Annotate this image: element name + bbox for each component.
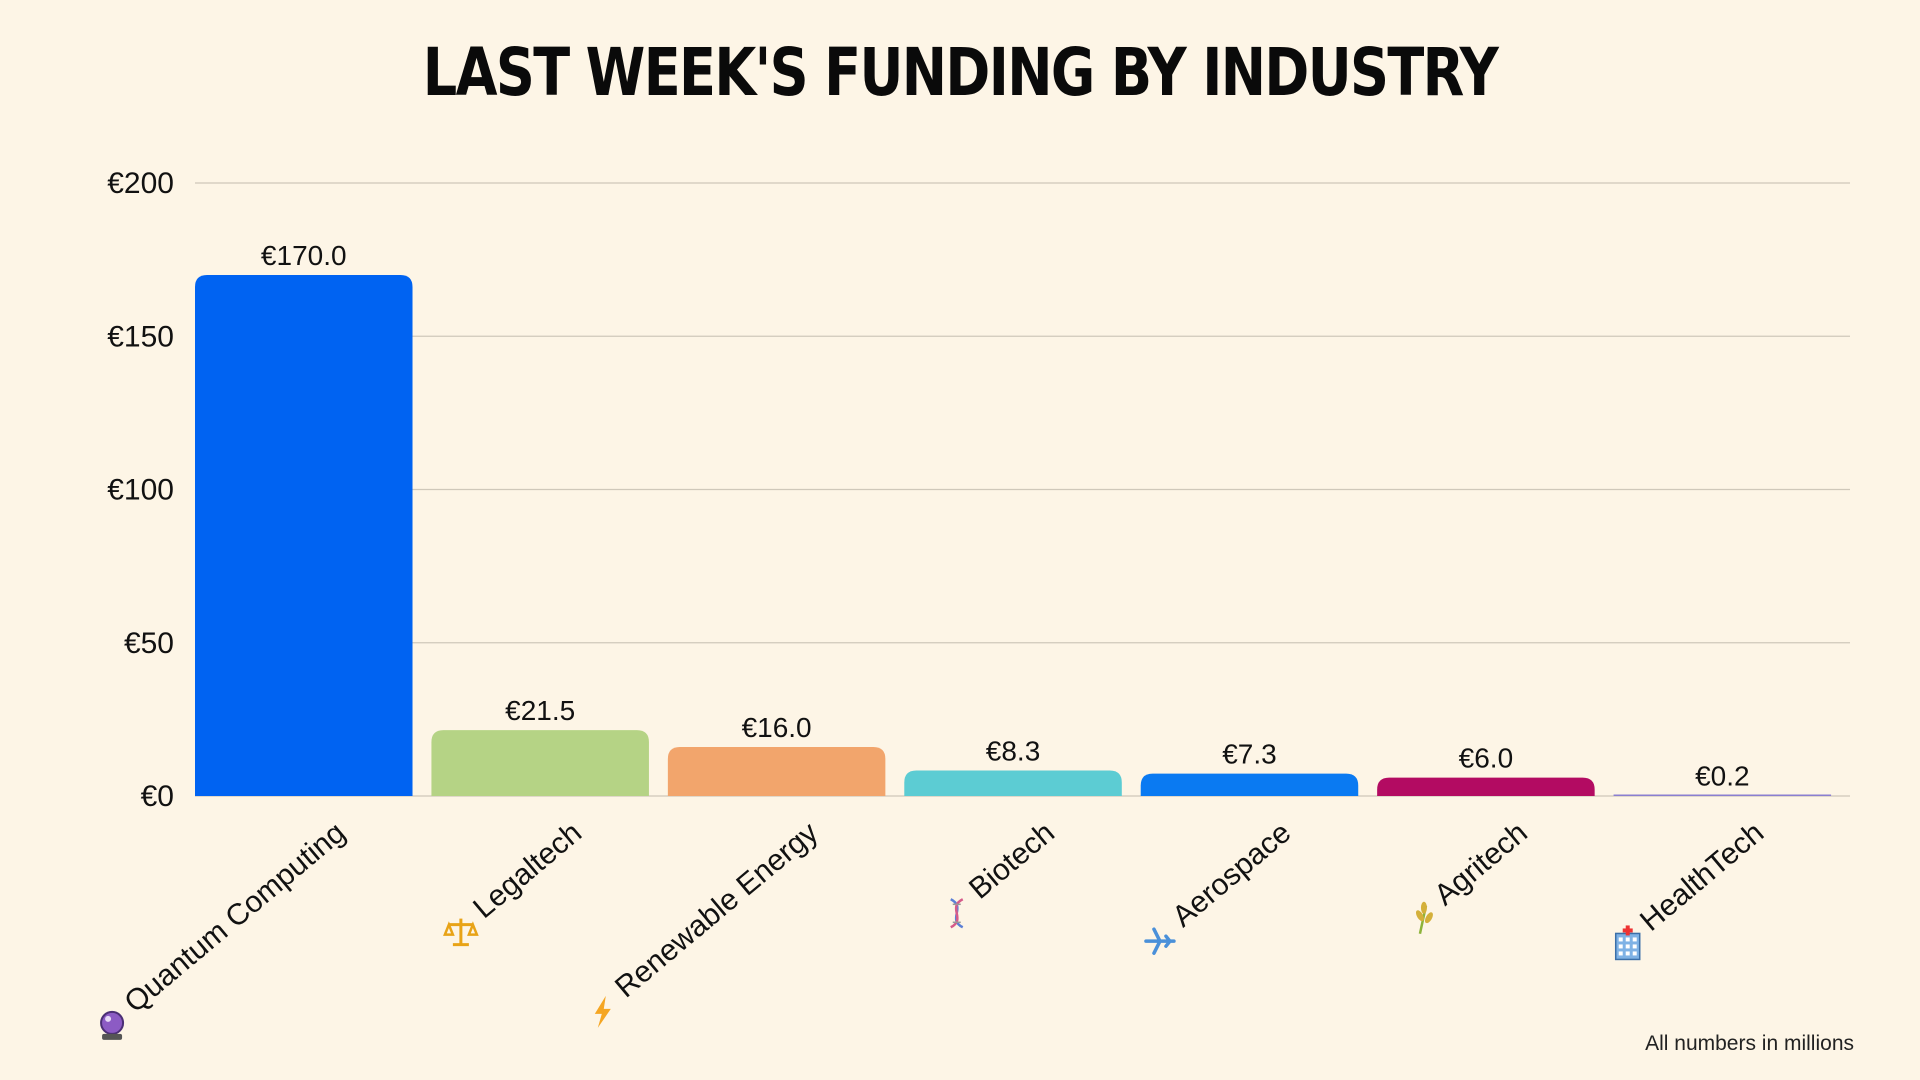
units-note: All numbers in millions	[1645, 1032, 1854, 1055]
value-label: €0.2	[1695, 760, 1750, 791]
x-tick-label: Renewable Energy	[609, 816, 824, 1004]
x-tick-label: Quantum Computing	[118, 816, 351, 1019]
scales-icon	[443, 918, 479, 947]
wheat-icon	[1415, 901, 1433, 934]
y-tick-label: €0	[141, 780, 174, 813]
airplane-icon	[1144, 927, 1176, 955]
x-tick-label: Agritech	[1428, 816, 1534, 912]
x-label-group: Quantum Computing	[100, 816, 352, 1040]
bar-quantum-computing	[195, 274, 413, 796]
x-label-group: Agritech	[1415, 816, 1534, 934]
y-tick-label: €100	[107, 474, 174, 507]
bar-biotech	[904, 770, 1122, 796]
bar-renewable-energy	[667, 746, 886, 796]
crystal-ball-icon	[100, 1010, 125, 1040]
x-axis-labels: Quantum Computing Legaltech Renewable Ener…	[100, 816, 1770, 1040]
x-tick-label: HealthTech	[1634, 816, 1770, 938]
x-label-group: Renewable Energy	[594, 816, 824, 1028]
y-axis: €0 €50 €100 €150 €200	[107, 167, 174, 813]
x-label-group: HealthTech	[1614, 816, 1770, 961]
value-label: €21.5	[505, 695, 575, 726]
value-label: €16.0	[742, 712, 812, 743]
dna-icon	[950, 898, 964, 929]
bar-legaltech	[431, 730, 649, 796]
value-label: €8.3	[986, 736, 1041, 767]
y-tick-label: €200	[107, 167, 174, 200]
value-label: €170.0	[261, 240, 347, 271]
chart-title: LAST WEEK'S FUNDING BY INDUSTRY	[422, 34, 1499, 111]
x-tick-label: Legaltech	[467, 816, 588, 925]
value-label: €7.3	[1222, 739, 1277, 770]
y-tick-label: €150	[107, 320, 174, 353]
y-tick-label: €50	[124, 627, 174, 660]
value-labels: €170.0 €21.5 €16.0 €8.3 €7.3 €6.0 €0.2	[261, 240, 1750, 791]
bar-healthtech	[1613, 794, 1832, 796]
grid-lines	[195, 182, 1850, 797]
bar-agritech	[1377, 777, 1595, 796]
x-label-group: Aerospace	[1144, 816, 1297, 955]
bar-aerospace	[1140, 773, 1359, 796]
lightning-icon	[594, 995, 611, 1028]
x-tick-label: Biotech	[963, 816, 1061, 906]
x-label-group: Biotech	[950, 816, 1061, 929]
x-tick-label: Aerospace	[1166, 816, 1297, 933]
hospital-icon	[1614, 925, 1641, 961]
bars	[195, 274, 1832, 796]
value-label: €6.0	[1459, 743, 1514, 774]
x-label-group: Legaltech	[443, 816, 588, 947]
